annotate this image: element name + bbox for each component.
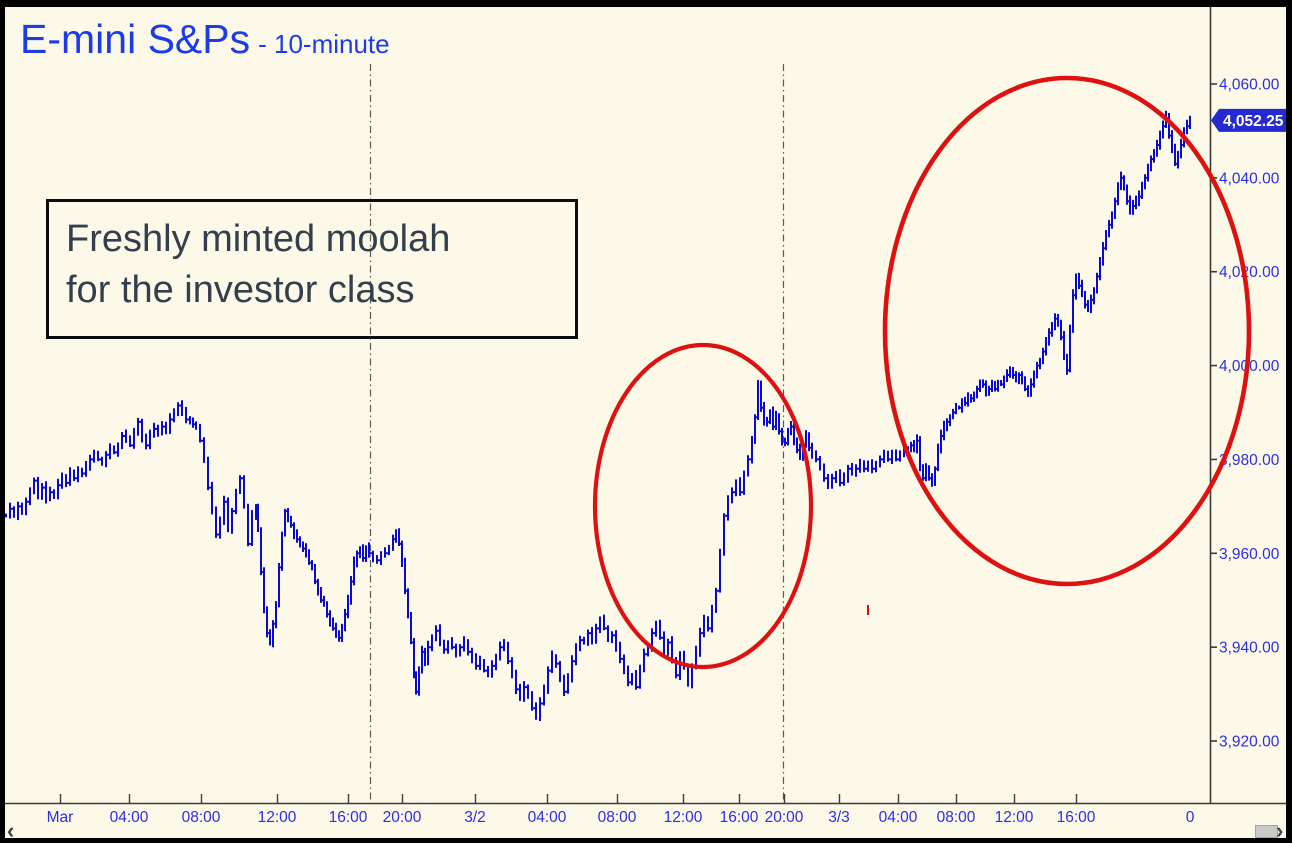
price-axis-label: 3,980.00 xyxy=(1219,452,1280,469)
price-axis-label: 3,920.00 xyxy=(1219,734,1280,751)
chart-title-row: E-mini S&Ps - 10-minute xyxy=(20,16,390,63)
time-axis-label: 16:00 xyxy=(720,809,759,826)
time-axis-label: 12:00 xyxy=(995,809,1034,826)
time-axis-label: 3/2 xyxy=(464,809,486,826)
price-bars-series xyxy=(3,110,1191,721)
annotation-ellipse-2 xyxy=(882,75,1252,587)
time-axis-label: 04:00 xyxy=(110,809,149,826)
frame-border-top xyxy=(0,0,1292,7)
time-axis-label: 12:00 xyxy=(258,809,297,826)
price-axis-label: 3,960.00 xyxy=(1219,546,1280,563)
scroll-left-arrow-icon[interactable]: ‹ xyxy=(7,818,15,843)
annotation-callout-box: Freshly minted moolah for the investor c… xyxy=(46,199,578,339)
time-axis-label: 12:00 xyxy=(664,809,703,826)
price-axis-label: 4,060.00 xyxy=(1219,77,1280,94)
annotation-line-1: Freshly minted moolah xyxy=(66,218,451,260)
horizontal-scrollbar[interactable]: ‹ › xyxy=(0,818,1292,843)
time-axis-label: 16:00 xyxy=(329,809,368,826)
time-axis-label: Mar xyxy=(47,809,74,826)
price-axis-label: 4,020.00 xyxy=(1219,264,1280,281)
time-axis-label: 04:00 xyxy=(528,809,567,826)
annotation-ellipse-1 xyxy=(592,342,814,670)
time-axis-label: 08:00 xyxy=(937,809,976,826)
frame-border-bottom xyxy=(0,838,1292,843)
time-axis-label: 20:00 xyxy=(765,809,804,826)
price-axis-label: 4,040.00 xyxy=(1219,170,1280,187)
scrollbar-thumb[interactable] xyxy=(1255,825,1278,838)
time-axis-label: 16:00 xyxy=(1057,809,1096,826)
annotation-line-2: for the investor class xyxy=(66,269,415,311)
last-price-tag xyxy=(1211,108,1289,132)
time-axis-label: 20:00 xyxy=(383,809,422,826)
time-axis-label: 08:00 xyxy=(598,809,637,826)
price-axis-label: 3,940.00 xyxy=(1219,640,1280,657)
frame-border-left xyxy=(0,0,5,843)
time-axis-label-partial: 0 xyxy=(1186,809,1195,826)
frame-border-right xyxy=(1286,0,1292,843)
scroll-right-arrow-icon[interactable]: › xyxy=(1276,818,1284,843)
chart-title: E-mini S&Ps xyxy=(20,16,251,62)
time-axis-label: 3/3 xyxy=(828,809,850,826)
time-axis-label: 04:00 xyxy=(879,809,918,826)
chart-subtitle: - 10-minute xyxy=(258,29,390,59)
time-axis-label: 08:00 xyxy=(182,809,221,826)
last-price-tag-value: 4,052.25 xyxy=(1223,113,1284,130)
